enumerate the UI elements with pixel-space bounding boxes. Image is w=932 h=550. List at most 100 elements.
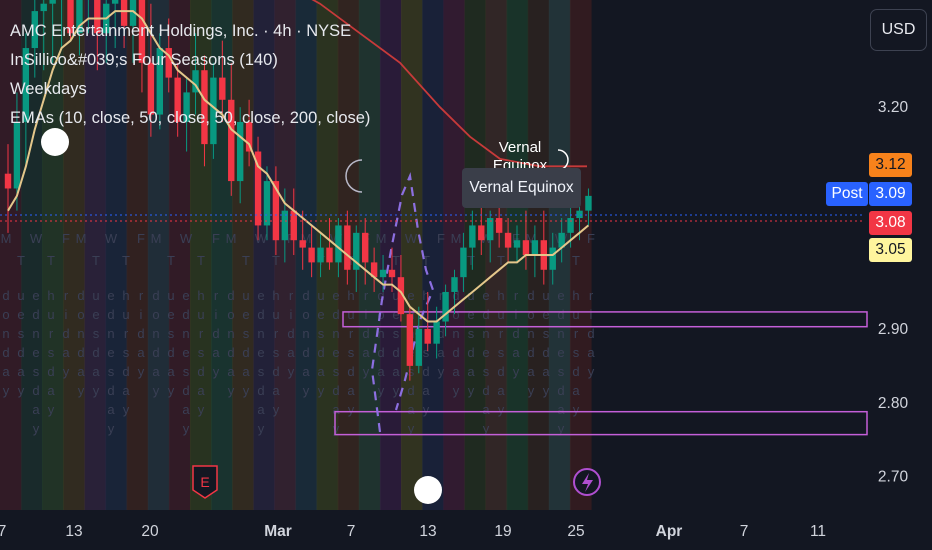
weekday-letter: e	[242, 307, 249, 322]
weekday-letter: s	[498, 345, 505, 360]
candle-body	[567, 218, 574, 233]
symbol-title[interactable]: AMC Entertainment Holdings, Inc. · 4h · …	[10, 22, 352, 40]
vernal-label: Vernal	[499, 139, 542, 156]
weekday-letter: i	[140, 307, 143, 322]
weekday-letter: n	[257, 326, 264, 341]
candle-body	[281, 210, 289, 241]
weekday-letter: a	[242, 364, 250, 379]
weekday-letter: d	[452, 288, 459, 303]
candle-body	[13, 121, 21, 189]
season-band	[295, 0, 318, 510]
candle-body	[442, 291, 449, 322]
candle-body	[495, 218, 503, 233]
weekday-letter: y	[213, 364, 220, 379]
price-tag-ema: 3.05	[869, 238, 912, 262]
weekday-letter: a	[227, 364, 235, 379]
x-tick-label: Apr	[656, 523, 683, 540]
weekday-letter: M	[301, 231, 312, 246]
candle-body	[210, 77, 217, 145]
weekday-letter: y	[408, 421, 415, 436]
candle-body	[576, 210, 583, 219]
weekday-letter: a	[512, 345, 520, 360]
y-tick-label: 2.70	[878, 469, 909, 486]
candle-body	[272, 181, 280, 241]
season-band	[464, 0, 487, 510]
weekday-letter: h	[347, 288, 354, 303]
weekday-letter: y	[243, 383, 250, 398]
candle-body	[469, 225, 476, 248]
weekday-letter: y	[453, 383, 460, 398]
weekday-letter: d	[377, 345, 384, 360]
weekday-letter: d	[212, 326, 219, 341]
weekday-letter: y	[3, 383, 10, 398]
currency-button[interactable]: USD	[870, 9, 927, 51]
vernal-equinox-tooltip: Vernal Equinox	[462, 168, 581, 208]
dividend-lightning-icon[interactable]	[573, 468, 601, 496]
weekday-letter: M	[451, 231, 462, 246]
weekday-letter: s	[393, 326, 400, 341]
weekday-letter: y	[168, 383, 175, 398]
weekday-letter: u	[92, 288, 99, 303]
candle-body	[236, 121, 244, 182]
weekday-letter: y	[303, 383, 310, 398]
weekday-letter: u	[47, 307, 54, 322]
candle-body	[415, 328, 422, 366]
weekday-letter: d	[257, 307, 264, 322]
indicator-weekdays[interactable]: Weekdays	[10, 80, 87, 98]
weekday-letter: d	[32, 383, 39, 398]
full-moon-icon	[41, 128, 69, 156]
weekday-letter: d	[332, 383, 339, 398]
weekday-letter: u	[497, 307, 504, 322]
weekday-letter: d	[32, 307, 39, 322]
indicator-emas[interactable]: EMAs (10, close, 50, close, 50, close, 2…	[10, 109, 371, 127]
weekday-letter: h	[47, 288, 54, 303]
weekday-letter: a	[272, 383, 280, 398]
weekday-letter: y	[18, 383, 25, 398]
weekday-letter: o	[152, 307, 159, 322]
candle-body	[362, 232, 369, 263]
weekday-letter: T	[467, 253, 475, 268]
x-tick-label: 11	[810, 523, 826, 540]
weekday-letter: u	[242, 288, 249, 303]
weekday-letter: d	[587, 326, 594, 341]
weekday-letter: d	[197, 364, 204, 379]
y-tick-label: 3.20	[878, 99, 909, 116]
weekday-letter: h	[572, 288, 579, 303]
candle-body	[585, 195, 592, 211]
weekday-letter: a	[527, 364, 535, 379]
candle-body	[67, 0, 74, 34]
weekday-letter: a	[197, 383, 205, 398]
season-band	[548, 0, 571, 510]
weekday-letter: d	[227, 345, 234, 360]
weekday-letter: r	[64, 288, 69, 303]
weekday-letter: y	[63, 364, 70, 379]
weekday-letter: s	[423, 345, 430, 360]
weekday-letter: r	[124, 326, 129, 341]
weekday-letter: M	[226, 231, 237, 246]
weekday-letter: u	[167, 288, 174, 303]
weekday-letter: a	[287, 345, 295, 360]
weekday-letter: d	[107, 383, 114, 398]
candle-body	[397, 277, 405, 315]
x-tick-label: 13	[419, 523, 436, 540]
weekday-letter: a	[122, 383, 130, 398]
weekday-letter: d	[542, 345, 549, 360]
weekday-letter: F	[137, 231, 145, 246]
weekday-letter: a	[587, 345, 595, 360]
weekday-letter: e	[407, 288, 414, 303]
weekday-letter: T	[422, 253, 430, 268]
weekday-letter: T	[497, 253, 505, 268]
season-band	[105, 0, 128, 510]
weekday-letter: a	[47, 383, 55, 398]
weekday-letter: y	[558, 421, 565, 436]
earnings-marker[interactable]: E	[192, 465, 218, 499]
x-tick-label: 7	[347, 523, 356, 540]
weekday-letter: o	[2, 307, 9, 322]
weekday-letter: s	[198, 345, 205, 360]
indicator-four-seasons[interactable]: InSillico&#039;s Four Seasons (140)	[10, 51, 278, 69]
weekday-letter: i	[215, 307, 218, 322]
candle-body	[76, 0, 83, 34]
season-band	[147, 0, 170, 510]
weekday-letter: y	[513, 364, 520, 379]
